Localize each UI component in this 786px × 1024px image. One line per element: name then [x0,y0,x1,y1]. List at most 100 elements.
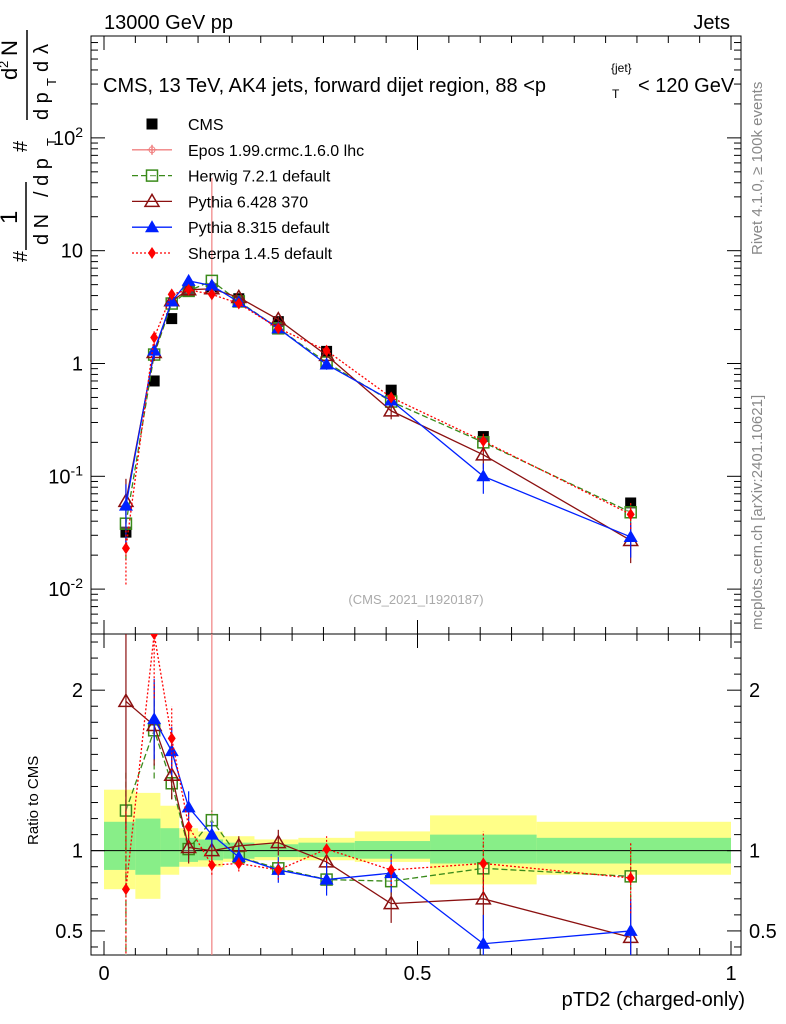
cms-point-8 [385,384,397,396]
series-3-ratio-point-3 [181,800,196,813]
chart-title-tail: < 120 GeV [638,75,735,97]
series-cms [120,283,637,538]
series-3-point-0 [118,498,133,511]
y-axis-label: # 1 d N / d p T # d 2 N d p T d λ [0,30,59,262]
band-inner-0 [104,821,136,870]
chart-title: CMS, 13 TeV, AK4 jets, forward dijet reg… [103,75,546,97]
series-4-ratio-point-9 [479,857,488,870]
legend-item-5: Sherpa 1.4.5 default [132,246,333,263]
ratio-tick-label-right-2: 2 [749,680,760,702]
legend-item-3: Pythia 6.428 370 [132,192,308,211]
category-label: Jets [693,12,730,34]
legend-item-0: CMS [146,117,224,134]
series-4-main [121,283,635,585]
series-4-point-5 [234,297,243,310]
series-2-line [125,288,632,542]
series-2-ratio-point-0 [117,692,135,708]
series-4-point-7 [322,344,331,357]
series-4-ratio-point-0 [121,883,130,896]
series-3-point-4 [204,278,219,291]
series-3-ratio-point-9 [476,936,491,949]
series-4-point-3 [184,283,193,296]
series-4-point-4 [207,288,216,301]
series-2-ratio-point-9 [475,890,492,905]
series-2-ratio [117,634,639,955]
series-2-ratio-point-6 [270,834,287,849]
svg-text:d: d [31,61,53,72]
cms-point-2 [166,313,178,325]
legend-item-1: Epos 1.99.crmc.1.6.0 lhc [132,143,364,160]
y-tick-label-2: 1 [72,353,83,375]
y-tick-label-1: 10-1 [48,462,83,488]
legend-marker-1 [147,144,157,155]
series-4-ratio-point-2 [167,732,176,745]
ratio-ylabel: Ratio to CMS [25,756,42,845]
series-4-line [125,289,631,549]
series-2-point-8 [382,402,400,417]
ratio-panel: 0 0.5 1 0.5 0.5 1 1 2 2 [55,633,777,985]
series-4-point-0 [121,542,130,555]
series-2-point-9 [475,446,492,461]
band-inner-8 [354,841,431,859]
y-tick-label-4: 102 [53,124,83,150]
svg-text:N: N [0,40,22,56]
legend-label-1: Epos 1.99.crmc.1.6.0 lhc [188,143,364,160]
rivet-label: Rivet 4.1.0, ≥ 100k events [749,82,766,255]
series-2-ratio-point-4 [203,842,221,857]
ratio-tick-label-2: 2 [72,680,83,702]
legend-marker-5 [148,247,156,259]
svg-text:#: # [10,140,32,152]
main-panel: 10-2 10-1 1 10 102 [48,35,742,635]
legend-label-3: Pythia 6.428 370 [188,194,308,211]
y-tick-label-0: 10-2 [48,575,83,601]
series-3-point-10 [623,529,638,542]
series-4-ratio-point-7 [322,843,331,856]
x-tick-label-1: 0.5 [404,963,432,985]
band-inner-2 [160,828,180,867]
svg-text:1: 1 [0,211,23,224]
svg-text:λ: λ [31,44,53,54]
x-axis-label: pTD2 (charged-only) [562,989,745,1011]
ratio-tick-label-1: 1 [72,841,83,863]
series-3-point-1 [147,343,162,356]
site-label: mcplots.cern.ch [arXiv:2401.10621] [749,395,766,630]
svg-text:/ d p: / d p [31,158,53,197]
series-2-ratio-point-8 [382,895,400,910]
series-4-point-8 [387,391,396,404]
series-4-ratio [121,634,635,955]
series-1-line [125,280,631,524]
ratio-tick-label-right-1: 1 [749,841,760,863]
legend: CMS Epos 1.99.crmc.1.6.0 lhc Herwig 7.2.1 … [132,117,364,263]
series-3-ratio-point-5 [231,850,246,863]
ratio-tick-label-0: 0.5 [55,921,83,943]
series-4-ratio-point-5 [234,857,243,870]
series-3-ratio-point-7 [319,872,334,885]
analysis-tag: (CMS_2021_I1920187) [348,592,483,607]
legend-label-5: Sherpa 1.4.5 default [188,246,333,263]
series-4-ratio-point-10 [626,871,635,884]
series-3-point-3 [181,273,196,286]
svg-text:d N: d N [31,214,53,245]
series-1-main [119,274,637,561]
svg-text:T: T [44,138,59,146]
series-3-main [118,273,638,558]
svg-text:d: d [0,68,22,80]
ratio-tick-label-right-0: 0.5 [749,921,777,943]
x-tick-label-2: 1 [725,963,736,985]
series-2-ratio-point-2 [163,766,181,781]
svg-text:#: # [10,250,32,262]
y-tick-label-3: 10 [61,241,83,263]
series-4-ratio-point-6 [274,863,283,876]
series-4-point-9 [479,435,488,448]
series-3-line [125,280,631,538]
series-4-ratio-point-1 [150,634,159,640]
x-tick-label-0: 0 [98,963,109,985]
series-3-point-7 [319,357,334,370]
series-2-main [117,280,639,564]
series-3-ratio-point-1 [147,712,162,725]
series-2-ratio-line [125,700,631,938]
series-4-point-6 [274,322,283,335]
series-2-ratio-point-3 [180,838,197,854]
series-3-point-9 [476,469,491,482]
